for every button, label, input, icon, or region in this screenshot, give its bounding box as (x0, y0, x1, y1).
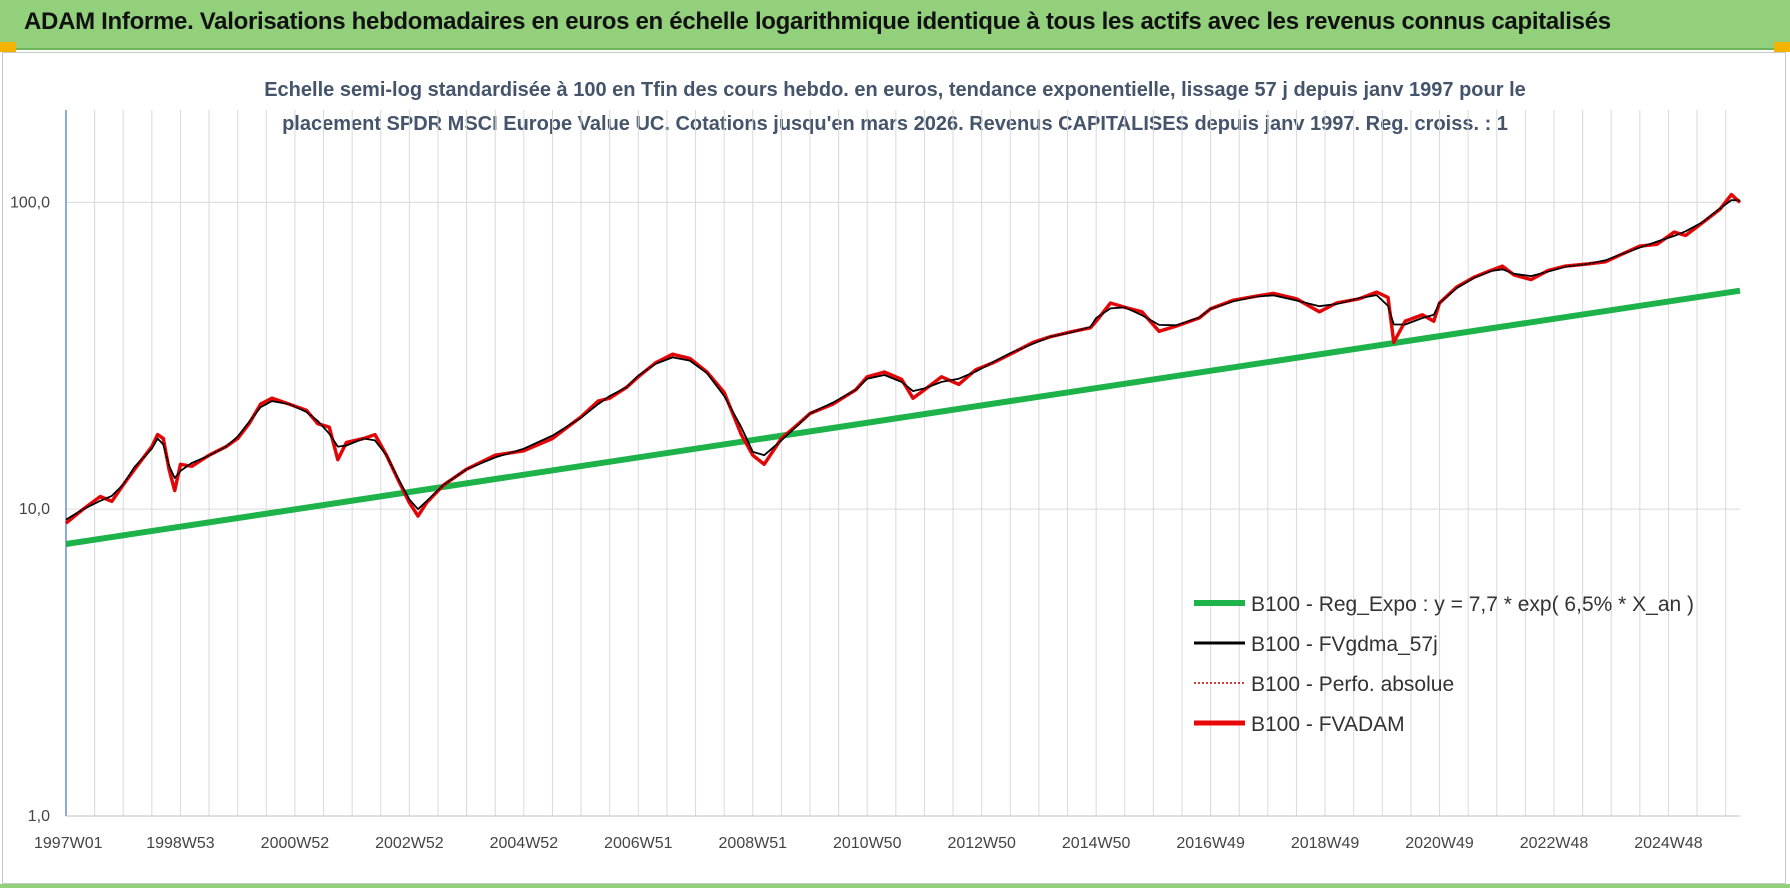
corner-marker-right (1774, 42, 1790, 52)
series (64, 192, 1742, 547)
x-tick-label: 2016W49 (1176, 835, 1245, 852)
x-tick-label: 2018W49 (1291, 835, 1360, 852)
grid-lines (65, 110, 1740, 817)
chart-title-line-1: Echelle semi-log standardisée à 100 en T… (264, 79, 1526, 101)
series-perf-line (65, 193, 1741, 524)
axes: 100,0 10,0 1,0 1997W01 1998W53 2000W52 2002W52… (10, 110, 1740, 852)
x-tick-label: 2010W50 (833, 835, 902, 852)
x-tick-label: 1997W01 (34, 835, 103, 852)
x-tick-label: 2006W51 (604, 835, 673, 852)
x-tick-label: 2024W48 (1634, 835, 1703, 852)
series-trend-line (65, 287, 1741, 547)
x-tick-label: 2004W52 (490, 835, 559, 852)
bottom-strip (0, 884, 1790, 888)
y-tick-label: 100,0 (10, 194, 50, 211)
page-title: ADAM Informe. Valorisations hebdomadaire… (24, 8, 1611, 35)
x-tick-label: 2002W52 (375, 835, 444, 852)
header-bar: ADAM Informe. Valorisations hebdomadaire… (0, 0, 1790, 50)
legend-label-fvadam: B100 - FVADAM (1251, 713, 1405, 736)
x-tick-label: 2012W50 (947, 835, 1016, 852)
series-fvadam-line (64, 192, 1742, 525)
y-tick-label: 1,0 (28, 808, 50, 825)
x-tick-label: 2020W49 (1405, 835, 1474, 852)
series-smooth-line (65, 199, 1741, 521)
legend-label-trend: B100 - Reg_Expo : y = 7,7 * exp( 6,5% * … (1251, 593, 1694, 616)
y-tick-label: 10,0 (19, 501, 50, 518)
x-tick-label: 2008W51 (719, 835, 788, 852)
x-tick-label: 2000W52 (261, 835, 330, 852)
chart-title-line-2: placement SPDR MSCI Europe Value UC. Cot… (282, 113, 1508, 135)
chart-frame (2, 52, 1786, 884)
x-tick-label: 2014W50 (1062, 835, 1131, 852)
legend: B100 - Reg_Expo : y = 7,7 * exp( 6,5% * … (1194, 593, 1694, 736)
x-tick-label: 2022W48 (1520, 835, 1589, 852)
x-tick-label: 1998W53 (146, 835, 215, 852)
legend-label-perf: B100 - Perfo. absolue (1251, 673, 1454, 696)
corner-marker-left (0, 42, 16, 52)
legend-label-smooth: B100 - FVgdma_57j (1251, 633, 1438, 656)
